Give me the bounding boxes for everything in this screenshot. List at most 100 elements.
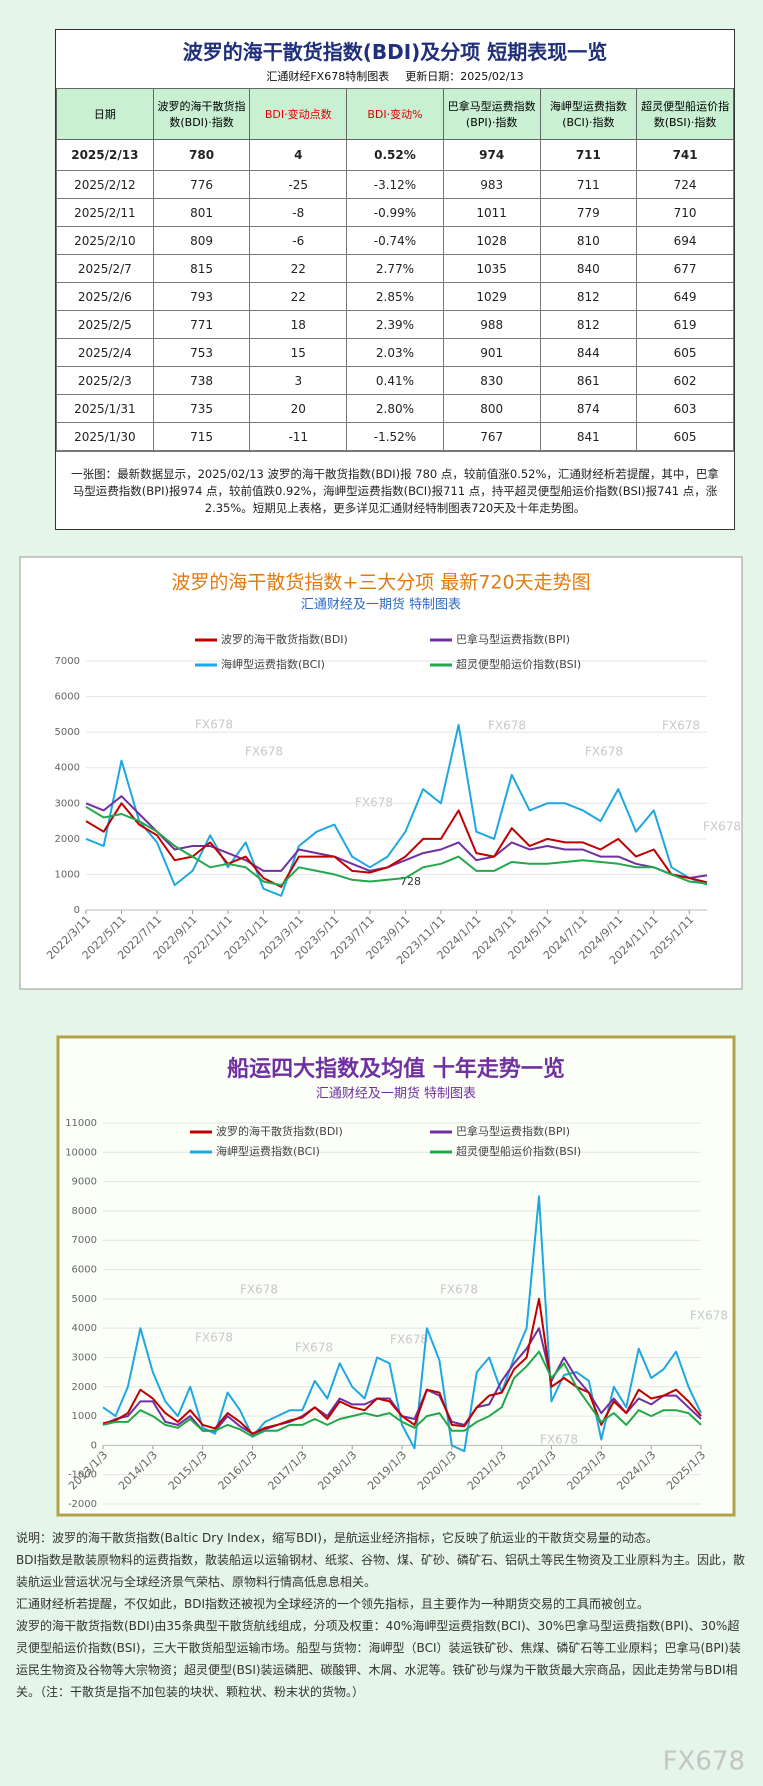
column-header: 超灵便型船运价指数(BSI)·指数 [636,88,734,140]
table-cell: -3.12% [346,170,444,199]
table-cell: 2025/2/3 [56,366,154,395]
table-cell: 793 [152,282,251,311]
table-cell: 2025/2/13 [56,139,154,171]
table-cell: -0.74% [346,226,444,255]
update-date: 更新日期：2025/02/13 [405,70,524,83]
table-cell: 815 [152,254,251,283]
table-cell: 3 [249,366,348,395]
chart-subtitle: 汇通财经及一期货 特制图表 [316,1086,476,1102]
table-cell: -6 [249,226,348,255]
table-cell: 812 [539,310,638,339]
column-header: 日期 [56,88,154,140]
table-row: 2025/2/13 780 4 0.52% 974 711 741 [56,139,734,171]
table-cell: 844 [539,338,638,367]
table-cell: 841 [539,422,638,451]
watermark: FX678 [295,1341,333,1355]
legend-label: 海岬型运费指数(BCI) [216,1144,320,1158]
table-cell: 2025/2/11 [56,198,154,227]
source: 汇通财经FX678特制图表 [266,70,390,83]
y-tick-label: 4000 [72,1323,97,1334]
table-cell: 810 [539,226,638,255]
chart-title: 波罗的海干散货指数+三大分项 最新720天走势图 [171,572,590,594]
table-cell: 603 [636,394,734,423]
table-cell: 22 [249,254,348,283]
table-row: 2025/2/11 801 -8 -0.99% 1011 779 710 [56,198,734,227]
table-cell: 15 [249,338,348,367]
legend-label: 海岬型运费指数(BCI) [221,657,325,671]
table-cell: 780 [152,139,251,171]
y-tick-label: 4000 [55,763,80,774]
table-cell: 753 [152,338,251,367]
watermark: FX678 [390,1333,428,1347]
table-cell: 724 [636,170,734,199]
data-table: 日期 波罗的海干散货指数(BDI)·指数 BDI·变动点数 BDI·变动% 巴拿马型运费… [56,88,734,451]
y-tick-label: 6000 [72,1265,97,1276]
watermark: FX678 [355,796,393,810]
legend-label: 波罗的海干散货指数(BDI) [221,632,348,646]
y-tick-label: 9000 [72,1177,97,1188]
table-cell: -0.99% [346,198,444,227]
table-cell: 2025/2/7 [56,254,154,283]
y-tick-label: 7000 [55,656,80,667]
table-cell: -11 [249,422,348,451]
table-row: 2025/2/5 771 18 2.39% 988 812 619 [56,310,734,339]
table-cell: 694 [636,226,734,255]
table-cell: 2.03% [346,338,444,367]
table-cell: 2025/1/31 [56,394,154,423]
table-cell: 2.80% [346,394,444,423]
series-line [85,802,708,888]
table-cell: 2025/2/6 [56,282,154,311]
table-cell: 1035 [442,254,541,283]
table-cell: 619 [636,310,734,339]
column-header: BDI·变动% [346,88,444,140]
header-row: 日期 波罗的海干散货指数(BDI)·指数 BDI·变动点数 BDI·变动% 巴拿马型运费… [56,88,734,140]
note-paragraph: BDI指数是散装原物料的运费指数，散装船运以运输钢材、纸浆、谷物、煤、矿砂、磷矿… [16,1553,746,1589]
summary: 一张图：最新数据显示，2025/02/13 波罗的海干散货指数(BDI)报 78… [56,451,734,529]
chart-frame [19,556,743,990]
chart-subtitle: 汇通财经及一期货 特制图表 [301,597,461,613]
table-row: 2025/1/30 715 -11 -1.52% 767 841 605 [56,422,734,451]
watermark: FX678 [245,745,283,759]
table-cell: 2.77% [346,254,444,283]
column-header: BDI·变动点数 [249,88,348,140]
table-cell: 801 [152,198,251,227]
watermark: FX678 [540,1433,578,1447]
chart-frame [56,1035,736,1517]
table-cell: 735 [152,394,251,423]
table-row: 2025/2/3 738 3 0.41% 830 861 602 [56,366,734,395]
y-tick-label: 2000 [72,1382,97,1393]
table-cell: 20 [249,394,348,423]
y-tick-label: 7000 [72,1235,97,1246]
table-row: 2025/2/10 809 -6 -0.74% 1028 810 694 [56,226,734,255]
watermark: FX678 [662,719,700,733]
table-cell: 715 [152,422,251,451]
y-tick-label: 5000 [72,1294,97,1305]
table-cell: 840 [539,254,638,283]
table-cell: 2025/2/12 [56,170,154,199]
watermark: FX678 [488,719,526,733]
series-line [85,805,708,887]
table-cell: 771 [152,310,251,339]
legend-label: 超灵便型船运价指数(BSI) [456,657,581,671]
table-cell: 830 [442,366,541,395]
table-cell: 741 [636,139,734,171]
y-tick-label: 3000 [72,1352,97,1363]
table-cell: 602 [636,366,734,395]
legend-label: 巴拿马型运费指数(BPI) [456,632,570,646]
table-cell: -1.52% [346,422,444,451]
table-cell: 974 [442,139,541,171]
table-cell: 1029 [442,282,541,311]
table-cell: 0.41% [346,366,444,395]
y-tick-label: 3000 [55,798,80,809]
table-cell: 800 [442,394,541,423]
series-line [102,1297,702,1435]
y-tick-label: 5000 [55,727,80,738]
notes: 说明：波罗的海干散货指数(Baltic Dry Index，缩写BDI)，是航运… [16,1527,750,1703]
table-cell: 4 [249,139,348,171]
table-cell: 605 [636,422,734,451]
legend-label: 超灵便型船运价指数(BSI) [456,1144,581,1158]
table-cell: 874 [539,394,638,423]
watermark: FX678 [195,718,233,732]
table-cell: 605 [636,338,734,367]
